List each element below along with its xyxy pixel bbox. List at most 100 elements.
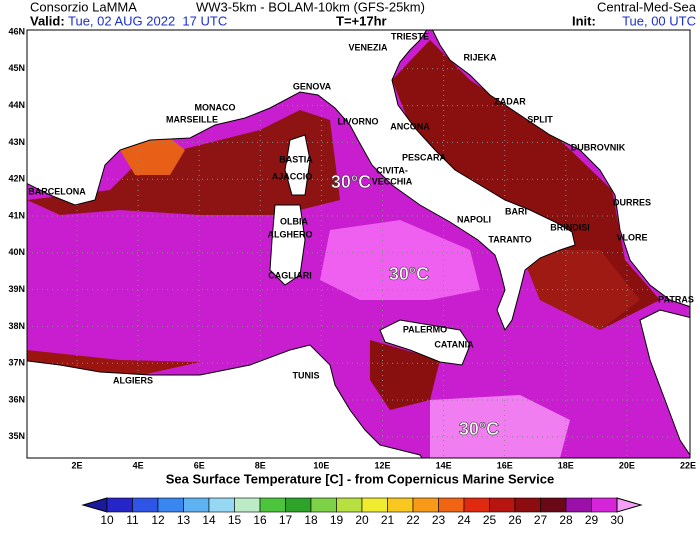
lat-label: 43N: [8, 137, 25, 147]
colorbar-label: 17: [279, 513, 293, 527]
city-label: CIVITA-: [376, 165, 408, 175]
lon-label: 20E: [619, 460, 635, 470]
temp-label: 30°C: [459, 419, 499, 439]
lead-time: T=+17hr: [336, 13, 387, 28]
city-label: DURRES: [613, 197, 651, 207]
land-europe: [27, 30, 576, 332]
city-label: PATRAS: [658, 294, 694, 304]
lon-label: 12E: [374, 460, 390, 470]
city-label: ALGIERS: [113, 375, 153, 385]
colorbar-label: 29: [585, 513, 599, 527]
colorbar-box: [361, 497, 388, 513]
city-label: ALGHERO: [268, 229, 313, 239]
city-label: SPLIT: [527, 114, 553, 124]
lon-label: 16E: [497, 460, 513, 470]
colorbar-box: [565, 497, 592, 513]
city-label: CAGLIARI: [268, 270, 312, 280]
colorbar-box: [438, 497, 465, 513]
lon-label: 2E: [71, 460, 82, 470]
colorbar-under: [81, 497, 108, 513]
colorbar-label: 10: [100, 513, 114, 527]
city-label: GENOVA: [293, 81, 332, 91]
city-label: AJACCIO: [272, 171, 313, 181]
valid-label: Valid:: [30, 13, 65, 28]
warm-area: [520, 250, 640, 330]
domain: Central-Med-Sea: [597, 0, 697, 14]
valid-value: Tue, 02 AUG 2022 17 UTC: [68, 13, 227, 28]
city-label: NAPOLI: [457, 214, 491, 224]
producer: Consorzio LaMMA: [30, 0, 137, 14]
land-greece: [639, 309, 690, 456]
colorbar-box: [489, 497, 516, 513]
colorbar-over: [616, 497, 643, 513]
city-label: PESCARA: [402, 152, 447, 162]
lat-label: 38N: [8, 321, 25, 331]
city-label: VLORE: [616, 232, 647, 242]
colorbar-label: 25: [483, 513, 497, 527]
city-label: DUBROVNIK: [571, 142, 626, 152]
lat-label: 37N: [8, 358, 25, 368]
colorbar-label: 27: [534, 513, 548, 527]
lat-label: 46N: [8, 26, 25, 36]
colorbar-label: 24: [457, 513, 471, 527]
colorbar-label: 20: [355, 513, 369, 527]
colorbar-box: [387, 497, 414, 513]
colorbar-label: 12: [151, 513, 165, 527]
colorbar-box: [412, 497, 439, 513]
colorbar-label: 11: [126, 513, 139, 527]
city-label: MONACO: [195, 102, 236, 112]
lon-label: 10E: [313, 460, 329, 470]
colorbar-box: [259, 497, 286, 513]
city-label: CATANIA: [434, 339, 474, 349]
city-label: OLBIA: [280, 216, 308, 226]
temp-label: 30°C: [331, 172, 371, 192]
city-label: PALERMO: [403, 324, 447, 334]
lon-label: 14E: [436, 460, 452, 470]
colorbar-box: [540, 497, 567, 513]
lat-label: 40N: [8, 247, 25, 257]
colorbar-label: 13: [177, 513, 191, 527]
warm-area: [120, 130, 185, 175]
colorbar-label: 15: [228, 513, 242, 527]
lat-label: 44N: [8, 100, 25, 110]
city-label: TARANTO: [488, 234, 531, 244]
lat-label: 42N: [8, 174, 25, 184]
lat-label: 41N: [8, 210, 25, 220]
colorbar-label: 23: [432, 513, 446, 527]
colorbar-label: 18: [304, 513, 318, 527]
lon-label: 8E: [255, 460, 266, 470]
lon-label: 4E: [133, 460, 144, 470]
colorbar-box: [157, 497, 184, 513]
init-label: Init:: [572, 13, 596, 28]
land-balkans: [431, 30, 690, 308]
city-label: BARI: [505, 206, 527, 216]
temp-label: 30°C: [389, 264, 429, 284]
colorbar-box: [310, 497, 337, 513]
warm-area: [27, 110, 340, 215]
colorbar-label: 28: [559, 513, 573, 527]
lon-label: 22E: [680, 460, 696, 470]
colorbar-box: [183, 497, 210, 513]
city-label: BRINDISI: [550, 222, 590, 232]
colorbar-label: 22: [406, 513, 420, 527]
lat-label: 45N: [8, 63, 25, 73]
colorbar-label: 16: [253, 513, 267, 527]
land-sardinia: [269, 204, 306, 286]
colorbar-label: 21: [381, 513, 395, 527]
lat-label: 39N: [8, 284, 25, 294]
hot-area: [320, 220, 480, 300]
map-frame: [26, 29, 691, 459]
model: WW3-5km - BOLAM-10km (GFS-25km): [196, 0, 425, 14]
colorbar-label: 30: [610, 513, 624, 527]
colorbar-box: [285, 497, 312, 513]
colorbar-box: [463, 497, 490, 513]
city-label: LIVORNO: [337, 116, 378, 126]
city-label: BARCELONA: [28, 186, 86, 196]
land-sicily: [379, 319, 471, 366]
warm-area: [370, 340, 440, 410]
hot-area: [430, 395, 570, 458]
colorbar-box: [514, 497, 541, 513]
city-label: TRIESTE: [391, 31, 429, 41]
